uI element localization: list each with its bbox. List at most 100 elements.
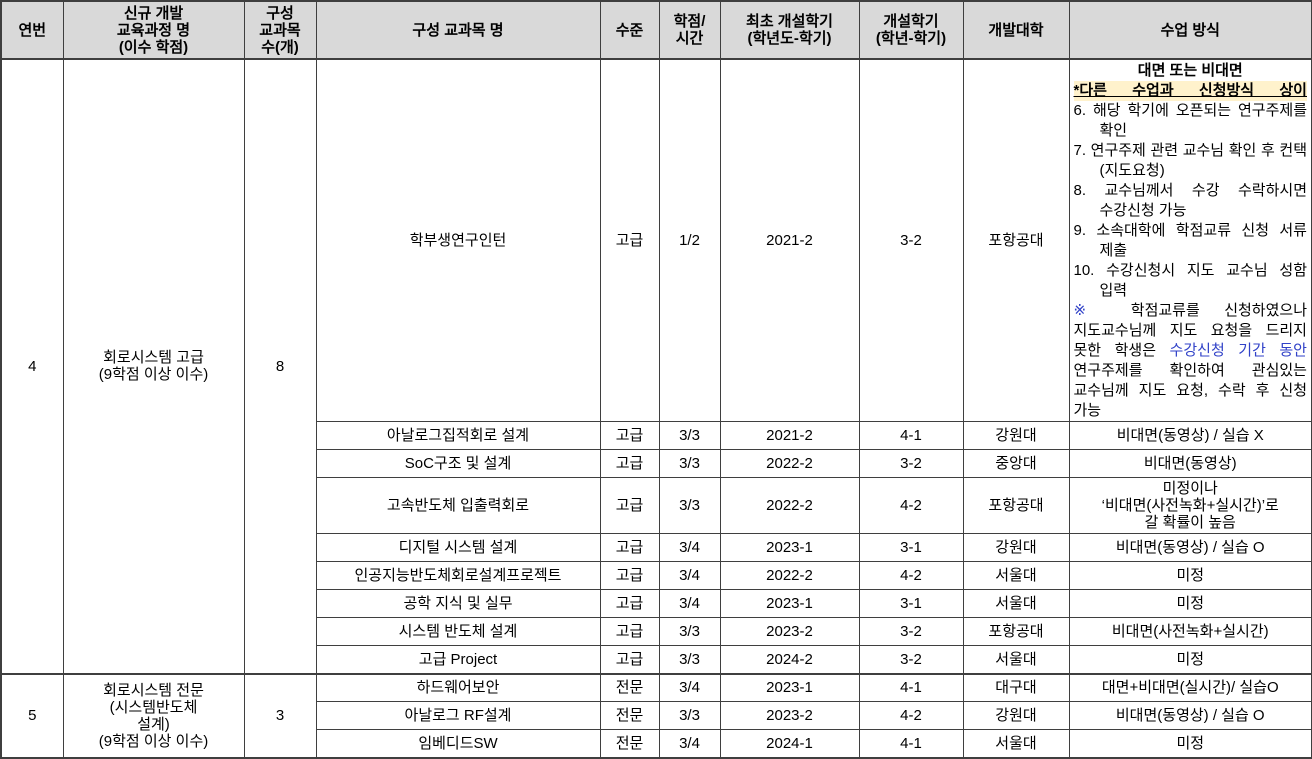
course-name-cell: 고속반도체 입출력회로 [315,477,601,534]
method-note: ※ 학점교류를 신청하였으나 지도교수님께 지도 요청을 드리지 못한 학생은 … [1074,301,1308,421]
credit-cell: 1/2 [658,58,721,422]
table-row: 아날로그집적회로 설계 고급 3/3 2021-2 4-1 강원대 비대면(동영… [1,421,1312,450]
semester-cell: 4-2 [858,561,964,590]
curriculum-name-cell: 회로시스템 전문 (시스템반도체 설계) (9학점 이상 이수) [62,672,245,758]
university-cell: 포항공대 [962,477,1070,534]
first-semester-cell: 2022-2 [719,477,860,534]
first-semester-cell: 2021-2 [719,58,860,422]
course-name-cell: 디지털 시스템 설계 [315,533,601,562]
class-method-cell: 미정이나 ‘비대면(사전녹화+실시간)’로 갈 확률이 높음 [1068,477,1312,534]
note-blue-text: 수강신청 기간 동안 [1169,342,1307,359]
credit-cell: 3/3 [658,701,721,730]
table-row: 공학 지식 및 실무 고급 3/4 2023-1 3-1 서울대 미정 [1,589,1312,618]
class-method-cell: 미정 [1068,589,1312,618]
method-step: 6. 해당 학기에 오픈되는 연구주제를 확인 [1073,102,1308,139]
first-semester-cell: 2024-1 [719,729,860,758]
table-row: 고속반도체 입출력회로 고급 3/3 2022-2 4-2 포항공대 미정이나 … [1,477,1312,534]
level-cell: 고급 [599,589,660,618]
table-row: 인공지능반도체회로설계프로젝트 고급 3/4 2022-2 4-2 서울대 미정 [1,561,1312,590]
credit-cell: 3/4 [658,672,721,702]
header-row: 연번 신규 개발 교육과정 명 (이수 학점) 구성 교과목 수(개) 구성 교… [0,0,1312,60]
table-row: 시스템 반도체 설계 고급 3/3 2023-2 3-2 포항공대 비대면(사전… [1,617,1312,646]
course-name-cell: 인공지능반도체회로설계프로젝트 [315,561,601,590]
header-credit-hours: 학점/ 시간 [658,0,721,60]
class-method-cell: 미정 [1068,729,1312,758]
first-semester-cell: 2023-2 [719,701,860,730]
semester-cell: 3-1 [858,533,964,562]
level-cell: 고급 [599,58,660,422]
header-university: 개발대학 [962,0,1070,60]
course-name-cell: 공학 지식 및 실무 [315,589,601,618]
semester-cell: 3-2 [858,58,964,422]
row-number-cell: 4 [0,58,64,674]
first-semester-cell: 2021-2 [719,421,860,450]
class-method-cell: 비대면(동영상) [1068,449,1312,478]
university-cell: 서울대 [962,645,1070,674]
level-cell: 전문 [599,729,660,758]
semester-cell: 4-1 [858,672,964,702]
credit-cell: 3/3 [658,477,721,534]
level-cell: 고급 [599,477,660,534]
semester-cell: 4-2 [858,701,964,730]
note-text: 학점교류를 신청하였으나 지도교수님께 지도 요청을 드리지 못한 학생은 [1073,302,1308,359]
class-method-cell: 대면 또는 비대면 *다른 수업과 신청방식 상이 6. 해당 학기에 오픈되는… [1068,58,1312,422]
table-row: 아날로그 RF설계 전문 3/3 2023-2 4-2 강원대 비대면(동영상)… [1,701,1312,730]
semester-cell: 3-2 [858,617,964,646]
first-semester-cell: 2023-1 [719,672,860,702]
course-name-cell: 시스템 반도체 설계 [315,617,601,646]
curriculum-name-cell: 회로시스템 고급 (9학점 이상 이수) [62,58,245,674]
class-method-cell: 미정 [1068,645,1312,674]
level-cell: 고급 [599,533,660,562]
table-row: 임베디드SW 전문 3/4 2024-1 4-1 서울대 미정 [1,729,1312,758]
header-course-name: 구성 교과목 명 [315,0,601,60]
credit-cell: 3/4 [658,533,721,562]
class-method-cell: 비대면(사전녹화+실시간) [1068,617,1312,646]
credit-cell: 3/4 [658,589,721,618]
credit-cell: 3/4 [658,561,721,590]
class-method-cell: 미정 [1068,561,1312,590]
table-row: 고급 Project 고급 3/3 2024-2 3-2 서울대 미정 [1,645,1312,674]
class-method-cell: 비대면(동영상) / 실습 O [1068,533,1312,562]
method-headline: 대면 또는 비대면 [1137,62,1243,79]
header-course-count: 구성 교과목 수(개) [243,0,317,60]
university-cell: 포항공대 [962,617,1070,646]
first-semester-cell: 2023-1 [719,533,860,562]
university-cell: 서울대 [962,729,1070,758]
header-class-method: 수업 방식 [1068,0,1312,60]
course-name-cell: 고급 Project [315,645,601,674]
course-name-cell: SoC구조 및 설계 [315,449,601,478]
first-semester-cell: 2022-2 [719,561,860,590]
method-step: 10. 수강신청시 지도 교수님 성함 입력 [1073,262,1308,299]
university-cell: 서울대 [962,589,1070,618]
header-no: 연번 [0,0,64,60]
university-cell: 서울대 [962,561,1070,590]
method-step: 8. 교수님께서 수강 수락하시면 수강신청 가능 [1073,182,1308,219]
semester-cell: 3-2 [858,449,964,478]
header-open-semester: 개설학기 (학년-학기) [858,0,964,60]
level-cell: 고급 [599,645,660,674]
table-row: SoC구조 및 설계 고급 3/3 2022-2 3-2 중앙대 비대면(동영상… [1,449,1312,478]
level-cell: 전문 [599,701,660,730]
credit-cell: 3/3 [658,449,721,478]
table-row: 4 회로시스템 고급 (9학점 이상 이수) 8 학부생연구인턴 고급 1/2 … [0,58,1312,674]
course-name-cell: 아날로그집적회로 설계 [315,421,601,450]
level-cell: 고급 [599,449,660,478]
method-step: 9. 소속대학에 학점교류 신청 서류 제출 [1073,222,1308,259]
level-cell: 고급 [599,561,660,590]
credit-cell: 3/3 [658,645,721,674]
class-method-cell: 비대면(동영상) / 실습 O [1068,701,1312,730]
header-level: 수준 [599,0,660,60]
first-semester-cell: 2022-2 [719,449,860,478]
credit-cell: 3/3 [658,617,721,646]
note-text: 연구주제를 확인하여 관심있는 교수님께 지도 요청, 수락 후 신청 가능 [1073,362,1308,419]
credit-cell: 3/4 [658,729,721,758]
semester-cell: 3-2 [858,645,964,674]
semester-cell: 4-2 [858,477,964,534]
course-name-cell: 학부생연구인턴 [315,58,601,422]
table-row: 5 회로시스템 전문 (시스템반도체 설계) (9학점 이상 이수) 3 하드웨… [0,672,1312,758]
course-name-cell: 아날로그 RF설계 [315,701,601,730]
course-name-cell: 임베디드SW [315,729,601,758]
university-cell: 대구대 [962,672,1070,702]
method-warning-highlight: *다른 수업과 신청방식 상이 [1073,81,1307,101]
